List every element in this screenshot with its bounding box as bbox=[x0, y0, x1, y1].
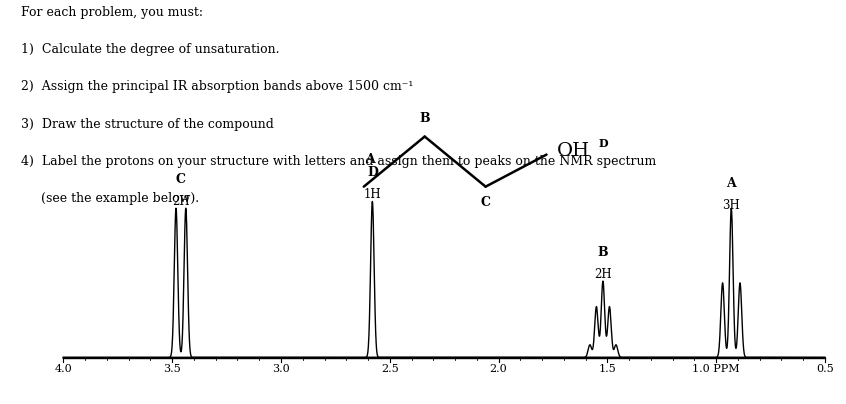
Text: 2.5: 2.5 bbox=[381, 364, 398, 374]
Text: B: B bbox=[597, 246, 608, 259]
Text: D: D bbox=[367, 166, 378, 179]
Text: 3H: 3H bbox=[722, 199, 740, 212]
Text: 0.5: 0.5 bbox=[816, 364, 833, 374]
Text: 2.0: 2.0 bbox=[490, 364, 508, 374]
Text: 3.5: 3.5 bbox=[163, 364, 181, 374]
Text: 1.0 PPM: 1.0 PPM bbox=[692, 364, 740, 374]
Text: 1.5: 1.5 bbox=[598, 364, 616, 374]
Text: 3)  Draw the structure of the compound: 3) Draw the structure of the compound bbox=[21, 118, 274, 130]
Text: 2H: 2H bbox=[594, 268, 612, 281]
Text: For each problem, you must:: For each problem, you must: bbox=[21, 6, 203, 19]
Text: 3.0: 3.0 bbox=[272, 364, 290, 374]
Text: C: C bbox=[176, 173, 186, 186]
Text: (see the example below).: (see the example below). bbox=[21, 192, 200, 205]
Text: 4)  Label the protons on your structure with letters and assign them to peaks on: 4) Label the protons on your structure w… bbox=[21, 155, 656, 168]
Text: 1H: 1H bbox=[364, 188, 382, 202]
Text: OH: OH bbox=[557, 142, 590, 160]
Text: 2)  Assign the principal IR absorption bands above 1500 cm⁻¹: 2) Assign the principal IR absorption ba… bbox=[21, 80, 414, 93]
Text: 2H: 2H bbox=[172, 195, 190, 208]
Text: D: D bbox=[599, 138, 608, 149]
Text: C: C bbox=[481, 196, 491, 208]
Text: A: A bbox=[365, 153, 375, 166]
Text: A: A bbox=[727, 177, 736, 190]
Text: B: B bbox=[420, 112, 430, 125]
Text: 4.0: 4.0 bbox=[55, 364, 72, 374]
Text: 1)  Calculate the degree of unsaturation.: 1) Calculate the degree of unsaturation. bbox=[21, 43, 280, 56]
